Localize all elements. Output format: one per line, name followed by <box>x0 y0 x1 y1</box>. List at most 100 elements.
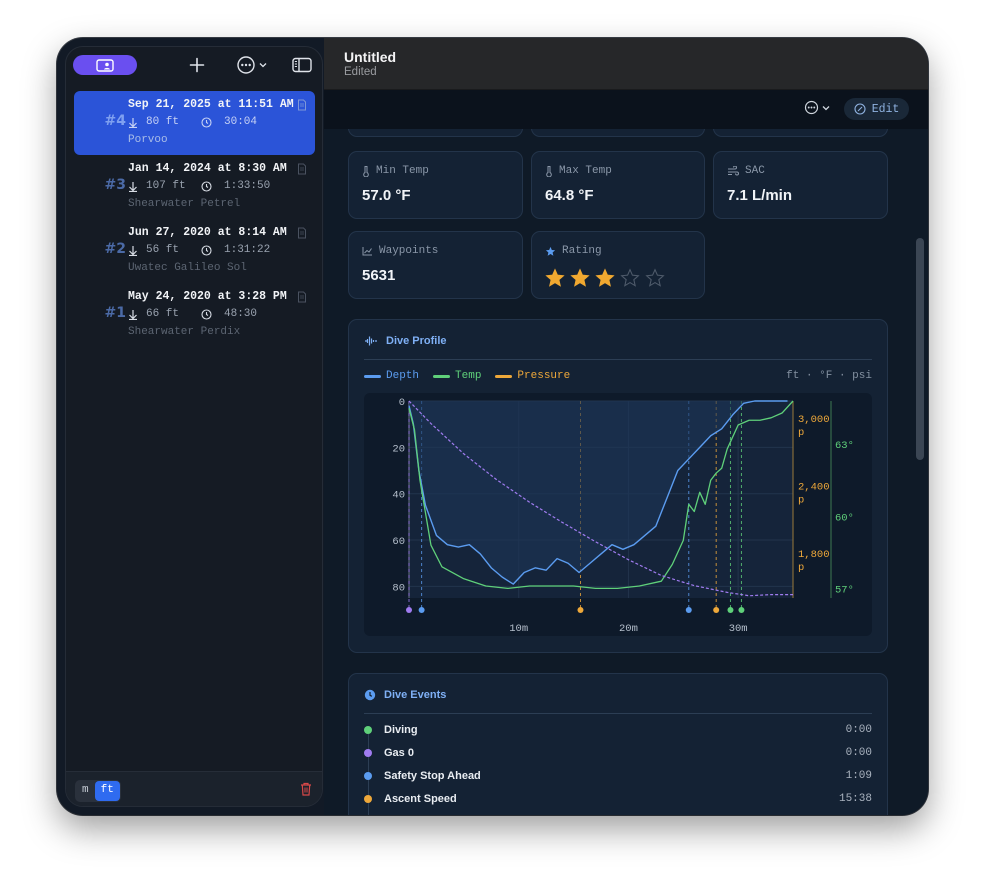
legend-item-depth: Depth <box>364 370 419 382</box>
depth-tick-label: 80 <box>392 582 405 594</box>
dive-date: Jun 27, 2020 at 8:14 AM <box>128 226 287 239</box>
stat-card-sac: SAC 7.1 L/min <box>713 151 888 219</box>
dive-list-item[interactable]: #4 Sep 21, 2025 at 11:51 AM 80 ft 30:04 … <box>74 91 315 155</box>
depth-series-line <box>408 400 788 585</box>
stat-label: SAC <box>745 165 765 177</box>
unit-option-m[interactable]: m <box>82 784 89 796</box>
trash-icon <box>301 782 311 796</box>
event-time: 0:00 <box>845 747 872 759</box>
add-dive-button[interactable] <box>186 53 208 77</box>
stat-label: Rating <box>562 245 602 257</box>
wind-icon <box>728 166 739 176</box>
dive-number: #2 <box>104 241 126 257</box>
event-dot <box>364 726 372 734</box>
app-window: #4 Sep 21, 2025 at 11:51 AM 80 ft 30:04 … <box>57 38 928 815</box>
dive-list-item[interactable]: #3 Jan 14, 2024 at 8:30 AM 107 ft 1:33:5… <box>74 155 315 219</box>
pressure-tick-unit: p <box>798 562 804 574</box>
sidebar-toolbar <box>66 47 322 87</box>
stat-label-row: Min Temp <box>362 165 429 177</box>
clock-icon <box>364 689 376 701</box>
stat-value: 5631 <box>362 267 396 284</box>
event-marker-dot <box>713 607 720 613</box>
dive-log-toggle-button[interactable] <box>73 55 137 75</box>
delete-dive-button[interactable] <box>300 782 312 801</box>
detail-content: Min Temp 57.0 °F Max Temp 64.8 °F SAC 7.… <box>324 129 914 815</box>
event-row[interactable]: Gas 0 0:00 <box>364 742 872 764</box>
chevron-down-icon <box>822 105 830 110</box>
dive-stats: 80 ft 30:04 <box>128 116 257 128</box>
dive-number: #1 <box>104 305 126 321</box>
rating-stars[interactable] <box>545 268 665 288</box>
event-time: 15:38 <box>838 793 872 805</box>
star-empty-icon[interactable] <box>620 268 640 288</box>
stat-label-row: Max Temp <box>545 165 612 177</box>
event-name: Gas 0 <box>384 747 414 759</box>
event-row[interactable]: Diving 0:00 <box>364 719 872 741</box>
document-status: Edited <box>344 66 377 78</box>
dive-duration: 1:33:50 <box>224 180 271 192</box>
dive-computer: Uwatec Galileo Sol <box>128 262 247 274</box>
document-icon <box>298 227 306 239</box>
stat-card-max-temp: Max Temp 64.8 °F <box>531 151 705 219</box>
star-filled-icon[interactable] <box>570 268 590 288</box>
unit-segmented-control: m ft <box>75 780 121 802</box>
temp-series-line <box>408 400 794 590</box>
depth-tick-label: 20 <box>392 443 405 455</box>
edit-button[interactable]: Edit <box>844 98 909 120</box>
star-filled-icon[interactable] <box>545 268 565 288</box>
section-title-row: Dive Profile <box>364 335 447 347</box>
pressure-tick-label: 1,800 <box>798 549 830 561</box>
unit-option-ft[interactable]: ft <box>94 781 120 801</box>
stat-card-rating: Rating <box>531 231 705 299</box>
plus-icon <box>189 57 205 73</box>
dive-computer: Shearwater Perdix <box>128 326 241 338</box>
dive-list-item[interactable]: #2 Jun 27, 2020 at 8:14 AM 56 ft 1:31:22… <box>74 219 315 283</box>
stat-label-row: Waypoints <box>362 245 438 257</box>
x-tick-label: 30m <box>729 623 748 635</box>
star-filled-icon[interactable] <box>595 268 615 288</box>
dive-stats: 107 ft 1:33:50 <box>128 180 270 192</box>
pressure-tick-unit: p <box>798 427 804 439</box>
event-time: 0:00 <box>845 724 872 736</box>
event-dot <box>364 795 372 803</box>
person-card-icon <box>96 58 114 72</box>
event-name: Safety Stop Ahead <box>384 770 481 782</box>
dive-list-item[interactable]: #1 May 24, 2020 at 3:28 PM 66 ft 48:30 S… <box>74 283 315 347</box>
event-marker-dot <box>406 607 412 613</box>
event-row[interactable]: Ascent Speed 15:38 <box>364 788 872 810</box>
scrollbar[interactable] <box>915 142 925 815</box>
sidebar-icon <box>292 57 312 73</box>
event-row[interactable]: Safety Stop Ahead 1:09 <box>364 765 872 787</box>
event-dot <box>364 772 372 780</box>
detail-more-button[interactable] <box>804 100 830 115</box>
detail-toolbar: Edit <box>324 90 928 129</box>
event-marker-dot <box>738 607 745 613</box>
divider <box>364 359 872 360</box>
timer-icon <box>201 180 212 192</box>
arrow-down-icon <box>129 245 137 256</box>
event-marker-dot <box>577 607 584 613</box>
event-name: Ascent Speed <box>384 793 457 805</box>
edit-label: Edit <box>871 102 900 116</box>
event-marker-dot <box>727 607 734 613</box>
ellipsis-circle-icon <box>804 100 819 115</box>
dive-duration: 1:31:22 <box>224 244 271 256</box>
more-menu-button[interactable] <box>234 53 268 77</box>
scrollbar-thumb[interactable] <box>916 238 924 460</box>
dive-list: #4 Sep 21, 2025 at 11:51 AM 80 ft 30:04 … <box>74 91 315 347</box>
dive-duration: 30:04 <box>224 116 258 128</box>
pressure-tick-label: 2,400 <box>798 481 830 493</box>
chevron-down-icon <box>259 63 266 68</box>
toggle-sidebar-button[interactable] <box>290 53 314 77</box>
dive-number: #4 <box>104 113 126 129</box>
document-icon <box>298 291 306 303</box>
timer-icon <box>201 308 212 320</box>
divider <box>364 713 872 714</box>
event-name: Diving <box>384 724 418 736</box>
star-empty-icon[interactable] <box>645 268 665 288</box>
arrow-down-icon <box>129 309 137 320</box>
depth-tick-label: 40 <box>392 490 405 502</box>
sidebar: #4 Sep 21, 2025 at 11:51 AM 80 ft 30:04 … <box>65 46 323 807</box>
dive-duration: 48:30 <box>224 308 258 320</box>
